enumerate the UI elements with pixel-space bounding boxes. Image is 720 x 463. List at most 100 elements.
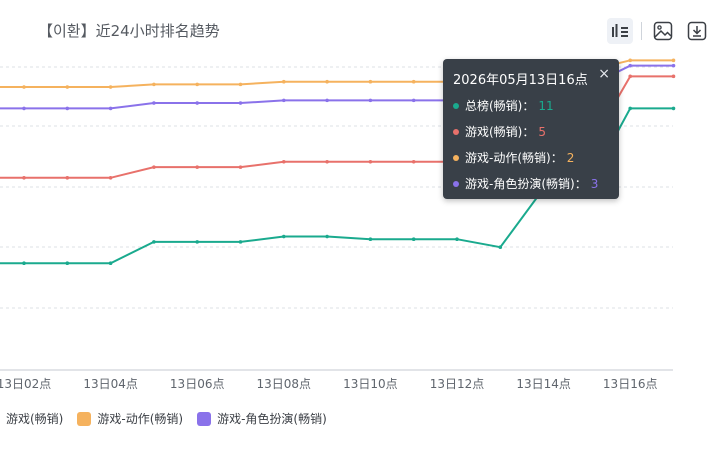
tooltip-value: 2 bbox=[566, 150, 575, 165]
legend-label: 游戏(畅销) bbox=[6, 412, 64, 426]
x-tick-label: 13日06点 bbox=[170, 377, 225, 391]
x-tick-label: 13日12点 bbox=[430, 377, 485, 391]
x-tick-label: 13日10点 bbox=[343, 377, 398, 391]
data-point bbox=[628, 58, 632, 63]
data-point bbox=[195, 240, 199, 244]
data-point bbox=[22, 261, 26, 266]
data-point bbox=[282, 79, 286, 84]
series-dot-icon bbox=[453, 128, 459, 135]
download-icon bbox=[687, 21, 707, 41]
x-tick-label: 13日14点 bbox=[516, 377, 571, 391]
x-tick-label: 13日02点 bbox=[0, 377, 51, 391]
data-point bbox=[152, 101, 156, 105]
legend-swatch-icon bbox=[197, 411, 212, 426]
tooltip-row: 总榜(畅销) ： 11 bbox=[453, 97, 609, 114]
data-point bbox=[22, 106, 26, 111]
data-point bbox=[108, 85, 113, 89]
data-point bbox=[108, 261, 113, 266]
data-point bbox=[282, 159, 286, 164]
save-image-button[interactable] bbox=[650, 18, 676, 44]
tooltip-separator: ： bbox=[522, 99, 535, 113]
data-point bbox=[238, 240, 243, 244]
data-point bbox=[108, 106, 113, 111]
data-point bbox=[65, 106, 70, 111]
tooltip-value: 5 bbox=[538, 124, 547, 139]
data-point bbox=[368, 98, 373, 103]
data-point bbox=[238, 82, 243, 87]
x-axis-ticks: 13日02点 13日04点 13日06点 13日08点 13日10点 13日12点 13日1… bbox=[0, 377, 657, 391]
data-point bbox=[411, 237, 416, 241]
tooltip-title: 2026年05月13日16点 bbox=[453, 73, 588, 88]
data-point bbox=[282, 98, 286, 103]
data-point bbox=[368, 237, 373, 241]
data-point bbox=[325, 98, 329, 103]
data-point bbox=[65, 261, 70, 266]
legend-item[interactable]: 游戏-动作(畅销) bbox=[77, 410, 183, 427]
data-point bbox=[325, 159, 329, 164]
tooltip-series-name: 游戏-动作(畅销) bbox=[465, 151, 551, 165]
close-icon[interactable]: × bbox=[598, 66, 610, 82]
data-point bbox=[411, 159, 416, 164]
data-point bbox=[498, 245, 503, 250]
toolbar-divider bbox=[641, 22, 642, 40]
data-point bbox=[325, 79, 329, 84]
data-point bbox=[368, 79, 373, 84]
data-point bbox=[108, 175, 113, 180]
data-point bbox=[238, 101, 243, 105]
series-dot-icon bbox=[453, 180, 459, 187]
series-dot-icon bbox=[453, 154, 459, 161]
tooltip-value: 3 bbox=[590, 176, 599, 191]
data-point bbox=[195, 101, 199, 105]
data-point bbox=[22, 85, 26, 89]
legend-swatch-icon bbox=[77, 411, 92, 426]
legend-item[interactable]: 游戏-角色扮演(畅销) bbox=[197, 410, 327, 427]
series-dot-icon bbox=[453, 102, 459, 109]
data-point bbox=[455, 237, 459, 241]
data-point bbox=[628, 74, 632, 79]
tooltip-row: 游戏(畅销) ： 5 bbox=[453, 123, 609, 140]
data-point bbox=[368, 159, 373, 164]
tooltip-series-name: 游戏(畅销) bbox=[465, 125, 523, 139]
tooltip: 2026年05月13日16点 × 总榜(畅销) ： 11 游戏(畅销) ： 5 … bbox=[443, 59, 619, 199]
data-point bbox=[671, 63, 676, 68]
tooltip-series-name: 游戏-角色扮演(畅销) bbox=[465, 177, 575, 191]
data-point bbox=[628, 63, 632, 68]
chart-title: 【이환】近24小时排名趋势 bbox=[38, 22, 220, 40]
tooltip-row: 游戏-角色扮演(畅销) ： 3 bbox=[453, 175, 609, 192]
data-point bbox=[628, 106, 632, 111]
data-point bbox=[282, 234, 286, 239]
data-point bbox=[411, 79, 416, 84]
x-tick-label: 13日08点 bbox=[257, 377, 312, 391]
data-point bbox=[411, 98, 416, 103]
tooltip-value: 11 bbox=[538, 98, 554, 113]
download-button[interactable] bbox=[684, 18, 710, 44]
data-point bbox=[671, 74, 676, 79]
x-tick-label: 13日16点 bbox=[603, 377, 658, 391]
tooltip-separator: ： bbox=[522, 125, 535, 139]
data-point bbox=[152, 165, 156, 169]
data-point bbox=[195, 165, 199, 169]
legend-label: 游戏-动作(畅销) bbox=[97, 412, 184, 426]
image-icon bbox=[653, 21, 673, 41]
chart-type-toggle-button[interactable] bbox=[607, 18, 633, 44]
data-point bbox=[671, 106, 676, 111]
data-point bbox=[238, 165, 243, 169]
tooltip-series-name: 总榜(畅销) bbox=[465, 99, 523, 113]
tooltip-row: 游戏-动作(畅销) ： 2 bbox=[453, 149, 609, 166]
legend-item[interactable]: 游戏(畅销) bbox=[0, 410, 63, 427]
x-tick-label: 13日04点 bbox=[83, 377, 138, 391]
data-point bbox=[671, 58, 676, 63]
data-point bbox=[152, 240, 156, 244]
data-point bbox=[22, 175, 26, 180]
legend-label: 游戏-角色扮演(畅销) bbox=[217, 412, 327, 426]
data-point bbox=[195, 82, 199, 87]
data-point bbox=[325, 234, 329, 239]
chart-toolbar bbox=[607, 18, 710, 44]
tooltip-separator: ： bbox=[574, 177, 587, 191]
legend: 游戏(畅销) 游戏-动作(畅销) 游戏-角色扮演(畅销) bbox=[0, 410, 327, 427]
bar-chart-icon bbox=[612, 24, 628, 37]
data-point bbox=[152, 82, 156, 87]
data-point bbox=[65, 175, 70, 180]
data-point bbox=[65, 85, 70, 89]
tooltip-separator: ： bbox=[550, 151, 563, 165]
